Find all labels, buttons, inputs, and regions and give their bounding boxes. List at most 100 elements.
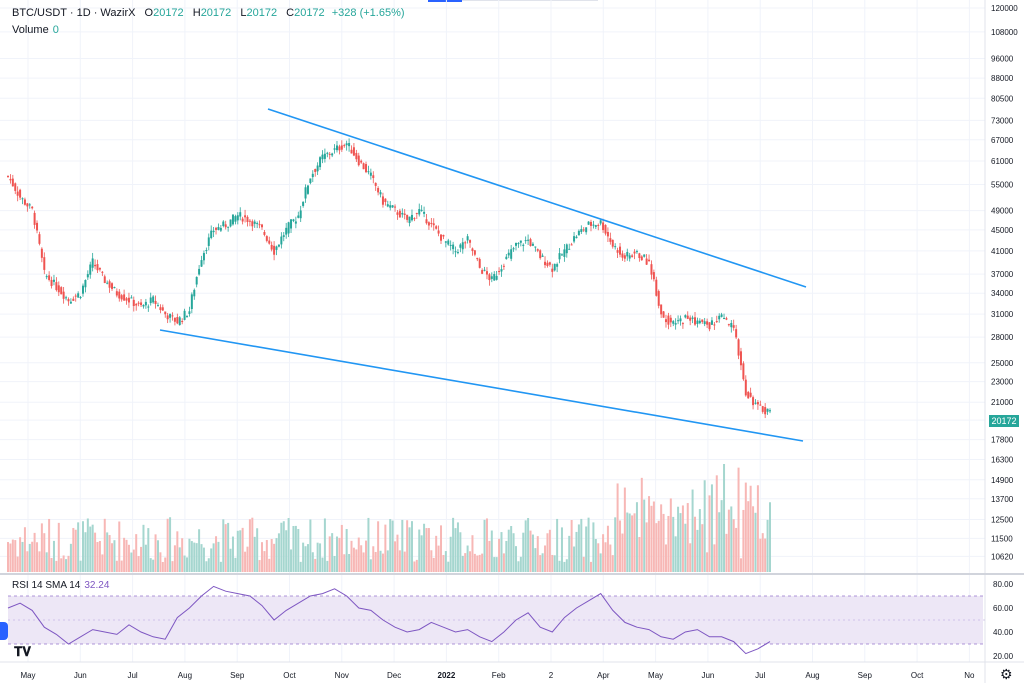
candle-body (183, 310, 186, 320)
time-tick-label: Dec (387, 671, 401, 680)
candle-body (72, 298, 75, 301)
candle-body (587, 221, 590, 225)
candle-body (144, 301, 147, 306)
volume-bar (360, 545, 363, 572)
volume-bar (77, 522, 80, 572)
volume-bar (471, 535, 474, 572)
candle-body (178, 317, 181, 326)
candle-body (481, 270, 484, 274)
candle-body (657, 291, 660, 306)
candle-body (602, 222, 605, 231)
candle-body (292, 219, 295, 221)
volume-bar (589, 561, 592, 572)
volume-bar (575, 531, 578, 572)
volume-bar (677, 506, 680, 572)
volume-bar (469, 551, 472, 572)
volume-bar (592, 522, 595, 572)
candle-body (335, 145, 338, 151)
candle-body (633, 251, 636, 254)
candle-body (77, 293, 80, 298)
volume-bar (132, 549, 135, 572)
candle-body (372, 175, 375, 179)
volume-bar (691, 489, 694, 572)
candle-body (261, 224, 263, 228)
rsi-legend[interactable]: RSI 14 SMA 14 32.24 (12, 580, 109, 591)
volume-bar (495, 557, 498, 572)
volume-bar (40, 523, 43, 572)
volume-bar (333, 555, 336, 572)
candle-body (26, 203, 29, 207)
candle-body (635, 251, 638, 253)
time-tick-label: Jun (701, 671, 714, 680)
candle-body (304, 187, 307, 199)
candle-body (348, 143, 351, 147)
pane-collapse-handle[interactable] (0, 622, 8, 640)
candle-body (527, 239, 530, 241)
candle-body (485, 271, 488, 275)
volume-bar (19, 537, 22, 572)
volume-bar (84, 532, 87, 572)
candle-body (248, 220, 251, 222)
volume-bar (701, 524, 704, 572)
symbol-label[interactable]: BTC/USDT · 1D · WazirX (12, 7, 136, 19)
volume-bar (103, 518, 106, 572)
volume-bar (498, 538, 501, 572)
candle-body (730, 322, 733, 328)
volume-bar (756, 485, 759, 572)
volume-bar (456, 522, 459, 572)
volume-bar (650, 505, 653, 572)
volume-bar (154, 534, 157, 572)
candle-body (200, 260, 203, 267)
volume-bar (142, 524, 145, 572)
volume-bar (299, 561, 302, 572)
volume-bar (398, 550, 401, 572)
volume-bar (200, 544, 203, 572)
tradingview-logo-icon[interactable]: 𝐓𝐕 (14, 644, 31, 659)
candle-body (16, 191, 19, 196)
volume-legend[interactable]: Volume 0 (12, 24, 59, 36)
volume-bar (186, 557, 189, 572)
volume-bar (280, 522, 283, 572)
volume-bar (616, 483, 619, 572)
gear-icon[interactable]: ⚙ (1000, 666, 1013, 682)
volume-bar (52, 540, 55, 572)
candle-body (621, 253, 624, 258)
volume-bar (406, 520, 409, 572)
volume-bar (48, 518, 51, 572)
candle-body (519, 240, 522, 243)
time-tick-label: Jul (127, 671, 137, 680)
volume-bar (609, 544, 612, 572)
candle-body (725, 318, 728, 320)
volume-bar (96, 542, 99, 572)
candle-body (664, 319, 667, 323)
volume-bar (374, 551, 377, 572)
candle-body (188, 311, 191, 314)
volume-bar (101, 554, 104, 572)
candle-body (539, 250, 542, 259)
volume-bar (256, 528, 259, 572)
volume-bar (74, 529, 77, 572)
candle-body (577, 230, 580, 236)
candle-body (9, 178, 12, 181)
volume-bar (65, 559, 68, 572)
price-tick-label: 45000 (991, 226, 1014, 235)
candle-body (277, 244, 280, 247)
candle-body (33, 212, 36, 225)
volume-bar (454, 528, 457, 572)
price-tick-label: 67000 (991, 136, 1014, 145)
candle-body (236, 215, 239, 221)
candle-body (132, 299, 135, 307)
candle-body (413, 218, 416, 220)
volume-bar (548, 529, 551, 572)
candle-body (340, 145, 343, 150)
volume-bar (205, 561, 208, 572)
volume-bar (231, 536, 234, 572)
candle-body (401, 212, 404, 215)
volume-bar (297, 529, 300, 572)
volume-bar (108, 535, 111, 572)
candle-body (227, 226, 230, 228)
candle-body (14, 183, 17, 191)
candle-body (31, 206, 34, 209)
time-tick-label: Feb (492, 671, 506, 680)
